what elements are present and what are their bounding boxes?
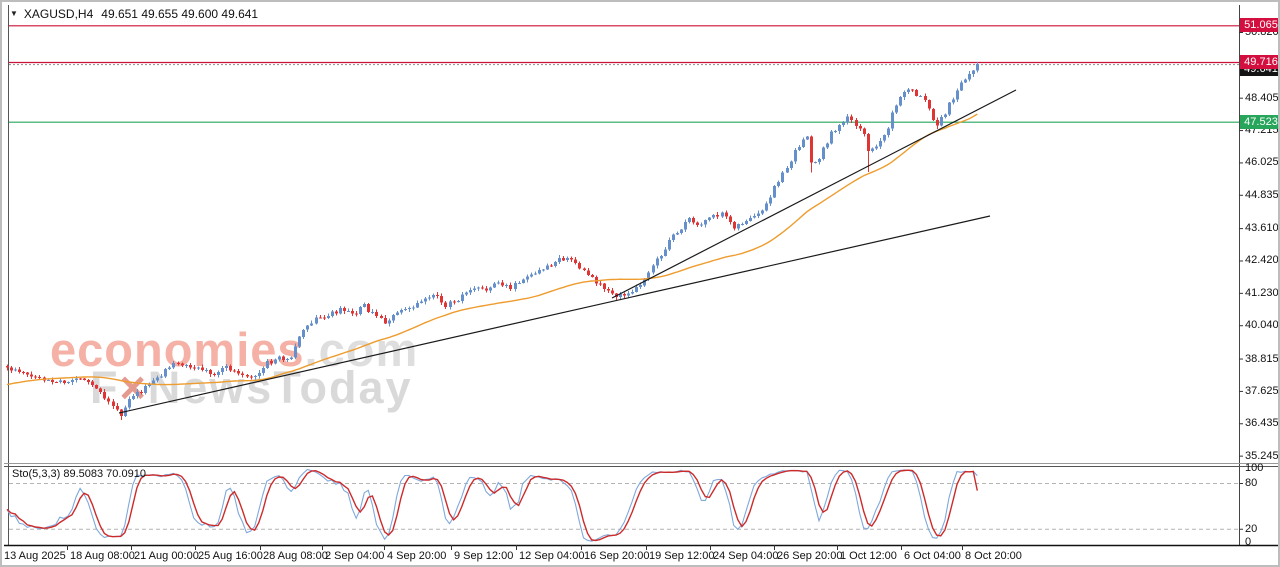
date-axis-label: 4 Sep 20:00 (387, 550, 447, 562)
date-axis-label: 12 Sep 04:00 (519, 550, 585, 562)
sto-axis-label: 100 (1245, 462, 1264, 474)
date-axis-label: 16 Sep 20:00 (584, 550, 650, 562)
date-axis-label: 21 Aug 00:00 (134, 550, 199, 562)
sto-axis-label: 20 (1245, 523, 1258, 535)
symbol-dropdown-icon: ▼ (10, 9, 18, 18)
date-axis-label: 13 Aug 2025 (4, 550, 66, 562)
trendline-1[interactable] (118, 215, 991, 414)
price-axis-label: 38.815 (1245, 352, 1279, 365)
price-axis-label: 42.420 (1245, 254, 1279, 267)
price-axis-label: 48.405 (1245, 91, 1279, 104)
price-axis-label: 46.025 (1245, 156, 1279, 169)
candles-layer[interactable] (6, 61, 979, 421)
watermark-economies-text: economies (50, 323, 305, 376)
sto-axis-label: 0 (1245, 536, 1252, 548)
date-axis-label: 26 Sep 20:00 (777, 550, 843, 562)
date-axis-label: 2 Sep 04:00 (325, 550, 385, 562)
date-axis-label: 18 Aug 08:00 (70, 550, 135, 562)
price-badge-49.716: 49.716 (1240, 55, 1278, 70)
price-axis-label: 41.230 (1245, 286, 1279, 299)
date-axis-label: 1 Oct 12:00 (840, 550, 897, 562)
watermark-x-icon: × (119, 362, 148, 413)
date-axis-label: 25 Aug 16:00 (198, 550, 263, 562)
date-axis-label: 9 Sep 12:00 (454, 550, 514, 562)
moving-average-line[interactable] (6, 113, 978, 386)
date-axis-label: 19 Sep 12:00 (649, 550, 715, 562)
price-badge-51.065: 51.065 (1240, 18, 1278, 33)
price-axis-label: 44.835 (1245, 188, 1279, 201)
date-axis-label: 6 Oct 04:00 (904, 550, 961, 562)
chart-title: ▼ XAGUSD,H4 49.651 49.655 49.600 49.641 (10, 7, 258, 21)
date-axis-label: 24 Sep 04:00 (713, 550, 779, 562)
date-axis-label: 8 Oct 20:00 (965, 550, 1022, 562)
price-axis-label: 40.040 (1245, 319, 1279, 332)
price-badge-47.523: 47.523 (1240, 114, 1278, 129)
ohlc-quotes: 49.651 49.655 49.600 49.641 (101, 7, 259, 21)
stochastic-main-line (6, 468, 978, 542)
price-axis-label: 36.435 (1245, 417, 1279, 430)
watermark-fxnewstoday: F×NewsToday (90, 362, 413, 414)
sto-axis-label: 80 (1245, 477, 1258, 489)
stochastic-signal-line (6, 469, 978, 542)
price-axis-label: 37.625 (1245, 384, 1279, 397)
trendline-2[interactable] (611, 89, 1017, 299)
stochastic-indicator-label: Sto(5,3,3) 89.5083 70.0910 (12, 468, 146, 480)
date-axis-label: 28 Aug 08:00 (263, 550, 328, 562)
price-axis-label: 43.610 (1245, 222, 1279, 235)
watermark-newstoday: NewsToday (147, 362, 413, 413)
price-axis-label: 35.245 (1245, 449, 1279, 462)
symbol-timeframe: XAGUSD,H4 (23, 7, 94, 21)
